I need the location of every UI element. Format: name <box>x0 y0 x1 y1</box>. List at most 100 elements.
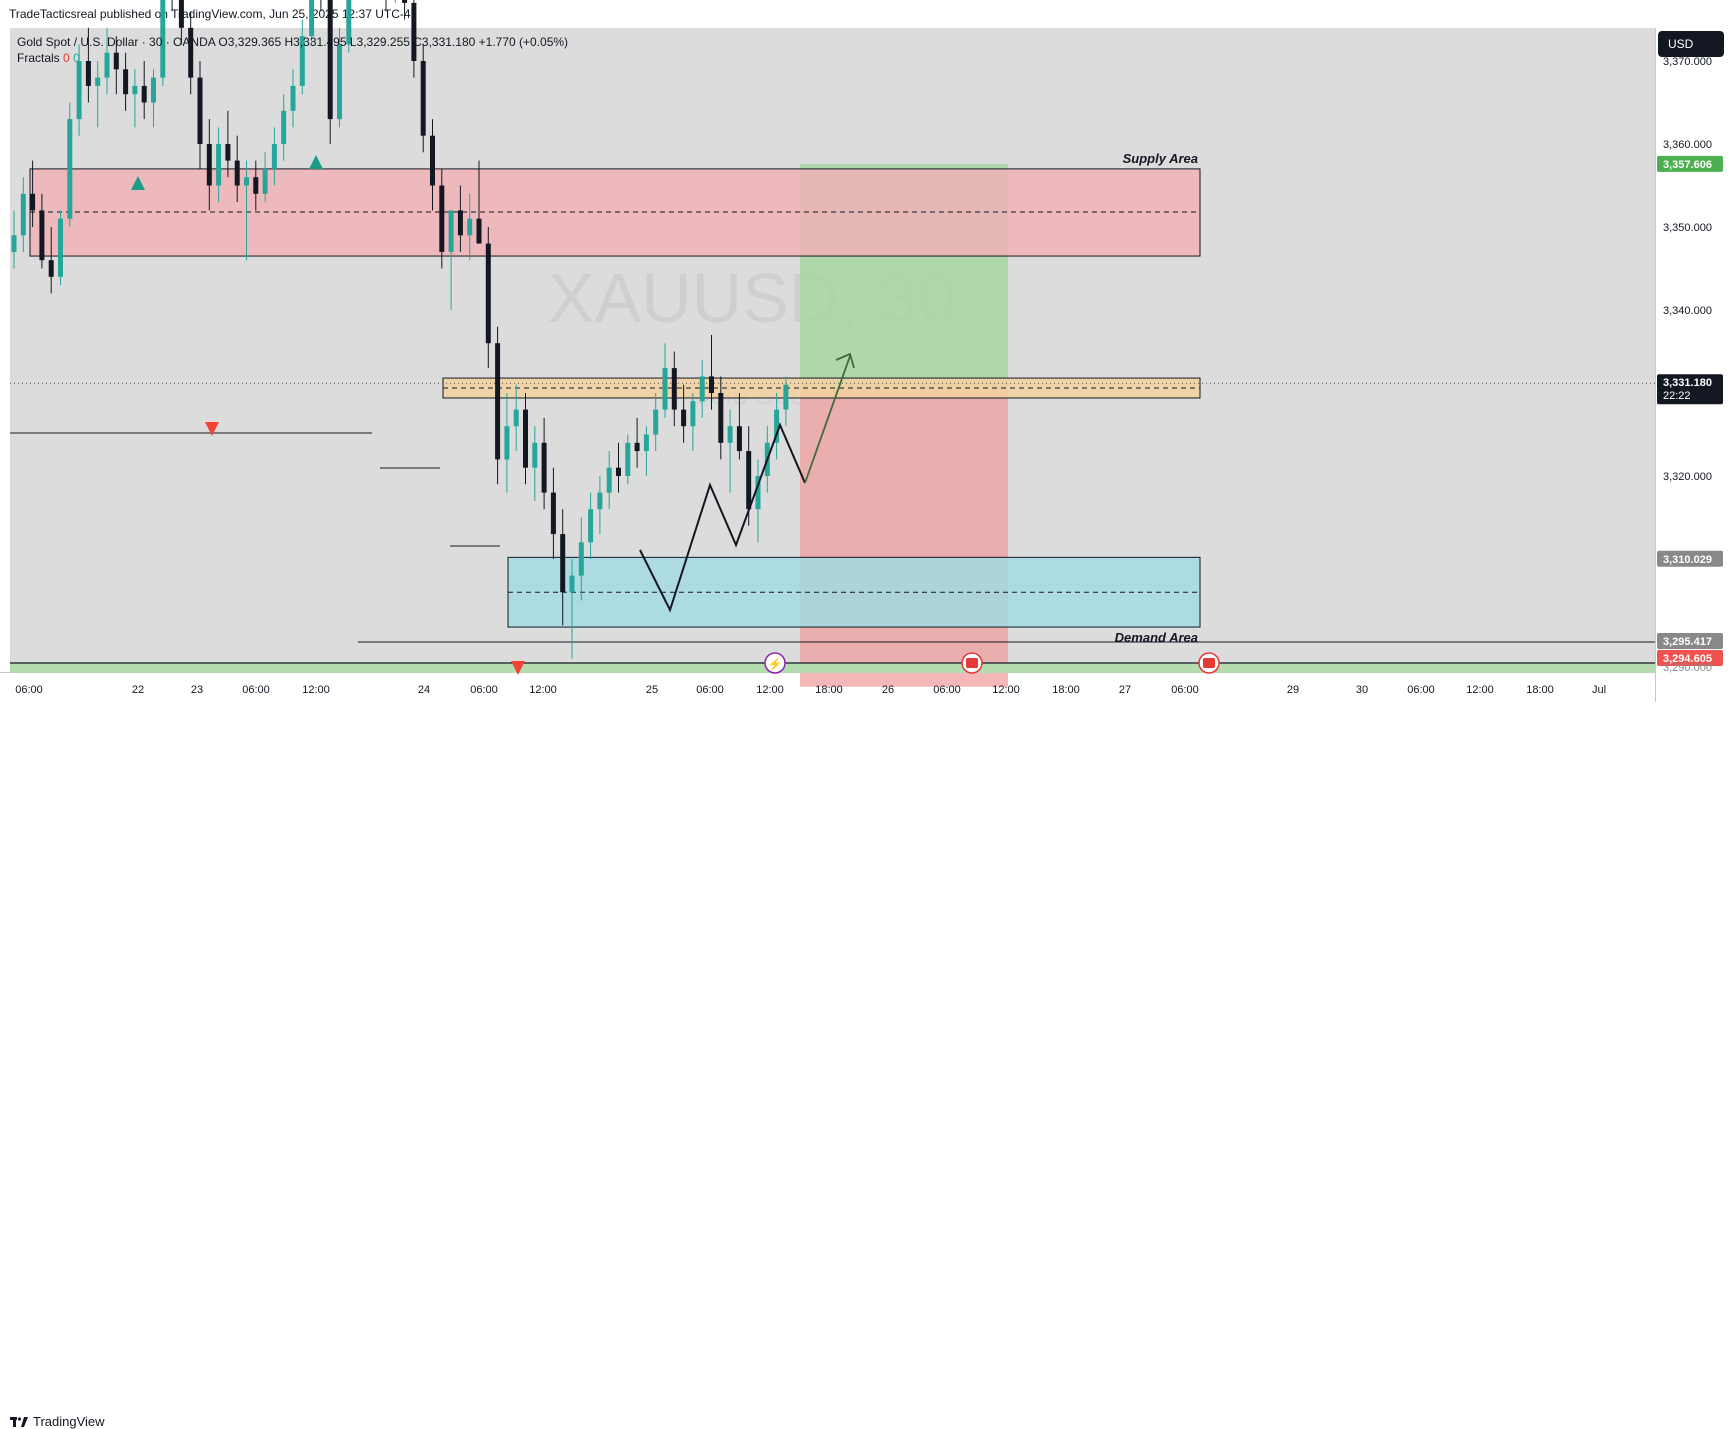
position-stop-zone <box>800 388 1008 687</box>
candle-body <box>141 85 147 103</box>
candle-body <box>550 492 556 535</box>
candle-body <box>178 0 184 28</box>
time-tick-label: 06:00 <box>696 684 724 696</box>
time-tick-label: 30 <box>1356 684 1368 696</box>
candle-body <box>671 368 677 410</box>
candle-body <box>151 77 156 103</box>
candle <box>578 517 584 601</box>
candle <box>532 426 538 501</box>
candle <box>467 193 473 261</box>
candle-body <box>718 393 724 443</box>
candle <box>11 210 17 269</box>
candle-body <box>606 467 612 493</box>
candle <box>495 326 501 485</box>
candle-body <box>262 168 268 194</box>
candle-body <box>58 218 63 277</box>
time-tick-label: Jul <box>1592 684 1606 696</box>
candle-body <box>76 61 82 120</box>
candle-body <box>541 442 547 493</box>
time-tick-label: 24 <box>418 684 430 696</box>
candle <box>113 36 119 95</box>
candle-body <box>634 442 640 452</box>
candle-body <box>30 193 36 211</box>
candle <box>346 0 352 53</box>
candle-body <box>681 409 687 427</box>
candle-body <box>244 177 249 186</box>
candle-body <box>281 110 287 144</box>
candle-body <box>653 409 659 435</box>
time-tick-label: 29 <box>1287 684 1299 696</box>
candle-body <box>104 52 110 78</box>
candle <box>402 0 408 20</box>
candle <box>681 384 687 443</box>
candle <box>58 210 63 286</box>
candle <box>30 160 36 227</box>
candle-body <box>467 218 473 236</box>
price-label-box <box>1657 155 1723 172</box>
candle-body <box>690 401 696 427</box>
candle-body <box>123 69 129 95</box>
candle <box>699 359 705 418</box>
time-tick-label: 18:00 <box>1052 684 1080 696</box>
candle <box>85 27 91 103</box>
candle <box>197 61 203 169</box>
price-axis[interactable] <box>1655 28 1736 702</box>
candle <box>290 69 296 128</box>
candle <box>309 0 315 45</box>
candle <box>662 343 668 418</box>
candle <box>616 442 621 493</box>
candle <box>541 417 547 510</box>
candle <box>171 0 173 12</box>
candle-body <box>216 144 222 186</box>
target-arrow-line <box>804 355 851 484</box>
time-tick-label: 27 <box>1119 684 1131 696</box>
candle-body <box>625 442 631 476</box>
candle-body <box>476 218 482 244</box>
candle <box>225 110 231 178</box>
candle <box>188 11 194 95</box>
candle <box>569 559 575 659</box>
candle <box>709 334 714 410</box>
time-tick-label: 06:00 <box>15 684 43 696</box>
candle <box>513 384 519 452</box>
candle-body <box>39 210 45 261</box>
price-label-box <box>1657 633 1723 649</box>
time-tick-label: 12:00 <box>1466 684 1494 696</box>
candle <box>727 409 733 493</box>
candle <box>76 44 82 136</box>
candle <box>420 44 426 153</box>
candle-body <box>699 376 705 402</box>
candle-body <box>783 384 789 410</box>
candle-body <box>662 368 668 410</box>
candle-body <box>48 260 54 277</box>
candle <box>327 0 333 144</box>
candle-body <box>430 135 435 186</box>
currency-button[interactable]: USD <box>1658 31 1724 57</box>
time-tick-label: 06:00 <box>470 684 498 696</box>
candle <box>411 0 417 78</box>
tradingview-brand[interactable]: TradingView <box>10 1414 105 1429</box>
candle-body <box>85 61 91 86</box>
time-tick-label: 06:00 <box>1171 684 1199 696</box>
target-arrow-head <box>835 352 855 369</box>
candle <box>160 0 166 86</box>
candle <box>104 27 110 95</box>
chart-legend[interactable]: Gold Spot / U.S. Dollar · 30 · OANDA O3,… <box>17 34 568 66</box>
legend-symbol: Gold Spot / U.S. Dollar · 30 · OANDA <box>17 35 216 49</box>
candle-body <box>736 426 742 452</box>
candle <box>653 393 659 452</box>
lightning-icon: ⚡ <box>768 657 783 671</box>
price-tick-label: 3,350.000 <box>1663 222 1712 234</box>
projection-path <box>639 422 806 613</box>
candle-body <box>727 426 733 443</box>
time-tick-label: 25 <box>646 684 658 696</box>
candle-body <box>578 542 584 576</box>
price-label-countdown: 22:22 <box>1663 390 1691 402</box>
candle-body <box>206 144 212 186</box>
price-chart[interactable]: XAUUSD, 30 Gold Spot / U.S. Dollar Suppl… <box>0 0 1736 738</box>
candle-body <box>309 0 315 37</box>
candle <box>244 160 249 261</box>
time-tick-label: 06:00 <box>1407 684 1435 696</box>
price-label-stop: 3,294.605 <box>1663 653 1712 665</box>
legend-indicator-row[interactable]: Fractals 0 0 <box>17 50 568 66</box>
